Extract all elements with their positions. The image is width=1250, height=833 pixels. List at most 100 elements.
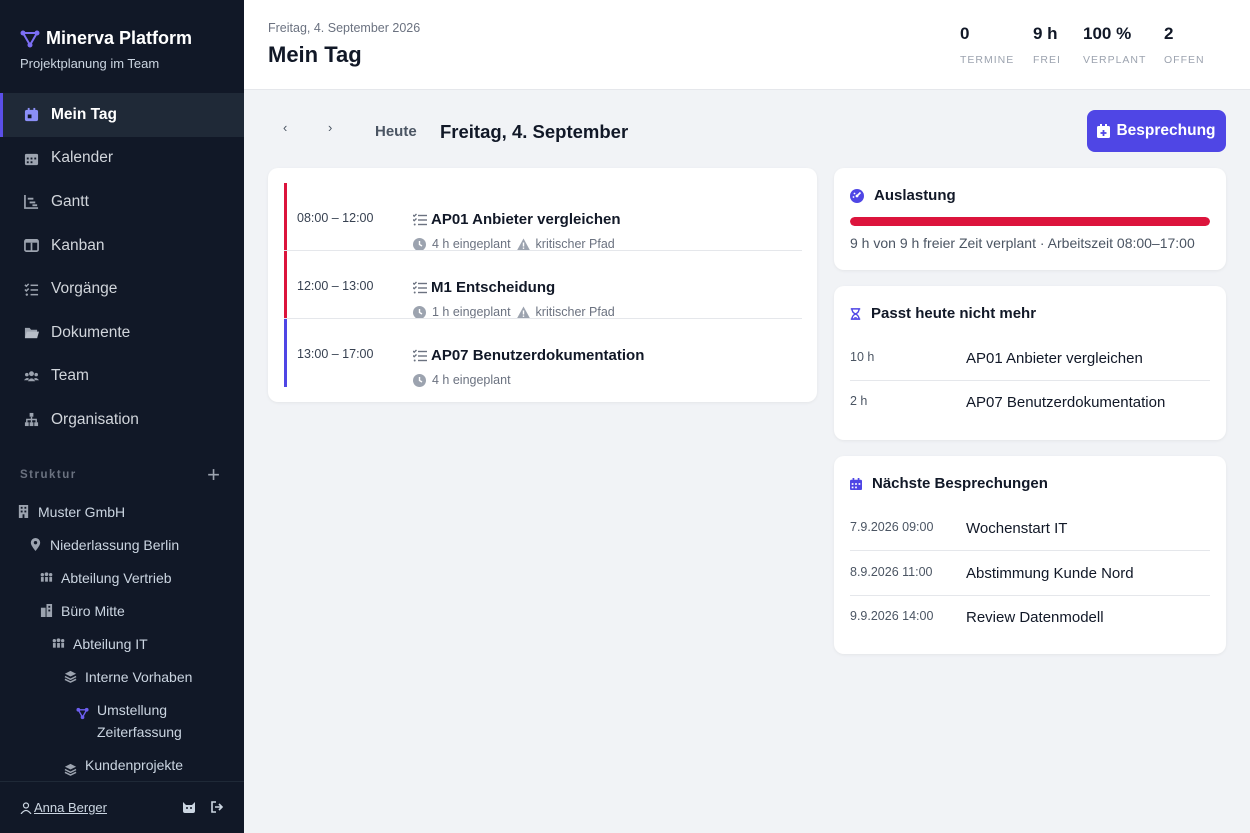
stat-offen: 2 OFFEN [1164,24,1205,66]
clock-icon [413,373,426,387]
overflow-card: Passt heute nicht mehr 10 h AP01 Anbiete… [834,286,1226,440]
team-icon [24,371,39,382]
nav-label: Gantt [51,192,89,210]
stat-label: VERPLANT [1083,54,1147,66]
utilization-title: Auslastung [874,187,956,204]
new-meeting-label: Besprechung [1116,122,1216,139]
meeting-when: 8.9.2026 11:00 [850,565,933,579]
agenda-time: 13:00 – 17:00 [297,347,374,361]
structure-tree: Muster GmbH Niederlassung Berlin Abteilu… [0,500,244,778]
brand[interactable]: Minerva Platform [20,28,192,49]
agenda-item[interactable]: 13:00 – 17:00 AP07 Benutzerdokumentation… [284,319,802,387]
overflow-title-row: Passt heute nicht mehr [850,305,1036,322]
tree-item[interactable]: Abteilung IT [52,633,148,655]
calendar-icon [24,153,39,165]
tree-item-label: Muster GmbH [38,504,126,520]
folder-icon [24,328,39,339]
cat-icon[interactable] [182,800,196,814]
agenda-title: AP01 Anbieter vergleichen [431,211,621,228]
page-title: Mein Tag [268,42,362,67]
meeting-row[interactable]: 9.9.2026 14:00 Review Datenmodell [850,609,1210,654]
agenda-flag: kritischer Pfad [535,305,615,319]
org-icon [24,413,39,427]
group-icon [52,638,65,648]
location-pin-icon [30,538,41,551]
gauge-icon [850,188,864,203]
tree-item[interactable]: Büro Mitte [40,600,125,622]
meeting-when: 9.9.2026 14:00 [850,609,934,623]
nav-item-dokumente[interactable]: Dokumente [0,311,244,355]
layers-icon [64,670,77,683]
meeting-row[interactable]: 7.9.2026 09:00 Wochenstart IT [850,520,1210,565]
utilization-bar [850,217,1210,226]
nav-item-kalender[interactable]: Kalender [0,137,244,181]
tree-item-label: Büro Mitte [61,603,125,619]
layers-icon [64,763,77,776]
hourglass-icon [850,307,861,320]
stat-frei: 9 h FREI [1033,24,1061,66]
warning-icon [516,238,530,250]
logout-icon[interactable] [210,800,224,814]
nav-item-team[interactable]: Team [0,355,244,399]
agenda-title: M1 Entscheidung [431,279,556,296]
tree-item[interactable]: Muster GmbH [17,501,125,523]
stat-value: 9 h [1033,24,1058,43]
calendar-today-icon [24,108,39,122]
add-structure-button[interactable]: + [207,462,220,487]
meeting-row[interactable]: 8.9.2026 11:00 Abstimmung Kunde Nord [850,565,1210,610]
agenda-meta: 4 h eingeplant kritischer Pfad [413,237,615,251]
tree-item-label: Umstellung Zeiterfassung [97,702,182,740]
agenda-card: 08:00 – 12:00 AP01 Anbieter vergleichen … [268,168,817,402]
nav-label: Dokumente [51,323,131,341]
agenda-title: AP07 Benutzerdokumentation [431,347,645,364]
tasks-icon [413,349,427,362]
tree-item[interactable]: Kundenprojekte [64,754,183,776]
kanban-icon [24,239,39,253]
tree-item[interactable]: Abteilung Vertrieb [40,567,172,589]
agenda-item[interactable]: 08:00 – 12:00 AP01 Anbieter vergleichen … [284,183,802,251]
today-button[interactable]: Heute [375,123,417,140]
divider [850,380,1210,381]
nav-label: Vorgänge [51,280,118,298]
user-name: Anna Berger [34,800,107,815]
agenda-planned: 1 h eingeplant [432,305,511,319]
tree-item-active[interactable]: Umstellung Zeiterfassung [76,699,196,743]
nav-item-mein-tag[interactable]: Mein Tag [0,93,244,137]
stat-label: FREI [1033,54,1061,66]
agenda-title-row: AP01 Anbieter vergleichen [413,211,621,228]
overflow-hours: 10 h [850,350,875,364]
next-day-button[interactable]: › [328,120,333,135]
group-icon [40,572,53,582]
tree-item[interactable]: Niederlassung Berlin [29,534,179,556]
stat-value: 2 [1164,24,1174,43]
prev-day-button[interactable]: ‹ [283,120,288,135]
meetings-title: Nächste Besprechungen [872,475,1048,492]
overflow-task: AP07 Benutzerdokumentation [966,394,1166,411]
user-icon [20,801,32,814]
agenda-planned: 4 h eingeplant [432,237,511,251]
agenda-item[interactable]: 12:00 – 13:00 M1 Entscheidung 1 h eingep… [284,251,802,319]
tree-item[interactable]: Interne Vorhaben [64,666,192,688]
day-title: Freitag, 4. September [440,121,629,142]
utilization-card: Auslastung 9 h von 9 h freier Zeit verpl… [834,168,1226,270]
stat-termine: 0 TERMINE [960,24,1014,66]
nav-item-vorgaenge[interactable]: Vorgänge [0,267,244,311]
structure-header: Struktur + [20,462,220,487]
user-link[interactable]: Anna Berger [20,800,107,815]
overflow-row[interactable]: 10 h AP01 Anbieter vergleichen [850,350,1210,395]
nav-item-gantt[interactable]: Gantt [0,180,244,224]
agenda-time: 12:00 – 13:00 [297,279,374,293]
nav-item-kanban[interactable]: Kanban [0,224,244,268]
tree-item-label: Abteilung Vertrieb [61,570,172,586]
tree-item-label: Interne Vorhaben [85,669,193,685]
nav-item-organisation[interactable]: Organisation [0,398,244,442]
meetings-title-row: Nächste Besprechungen [850,475,1048,492]
divider [284,250,802,251]
new-meeting-button[interactable]: Besprechung [1087,110,1226,152]
agenda-title-row: M1 Entscheidung [413,279,555,296]
tasks-icon [413,213,427,226]
overflow-row[interactable]: 2 h AP07 Benutzerdokumentation [850,394,1210,439]
stat-value: 0 [960,24,970,43]
agenda-time: 08:00 – 12:00 [297,211,374,225]
logo-icon [20,30,40,47]
